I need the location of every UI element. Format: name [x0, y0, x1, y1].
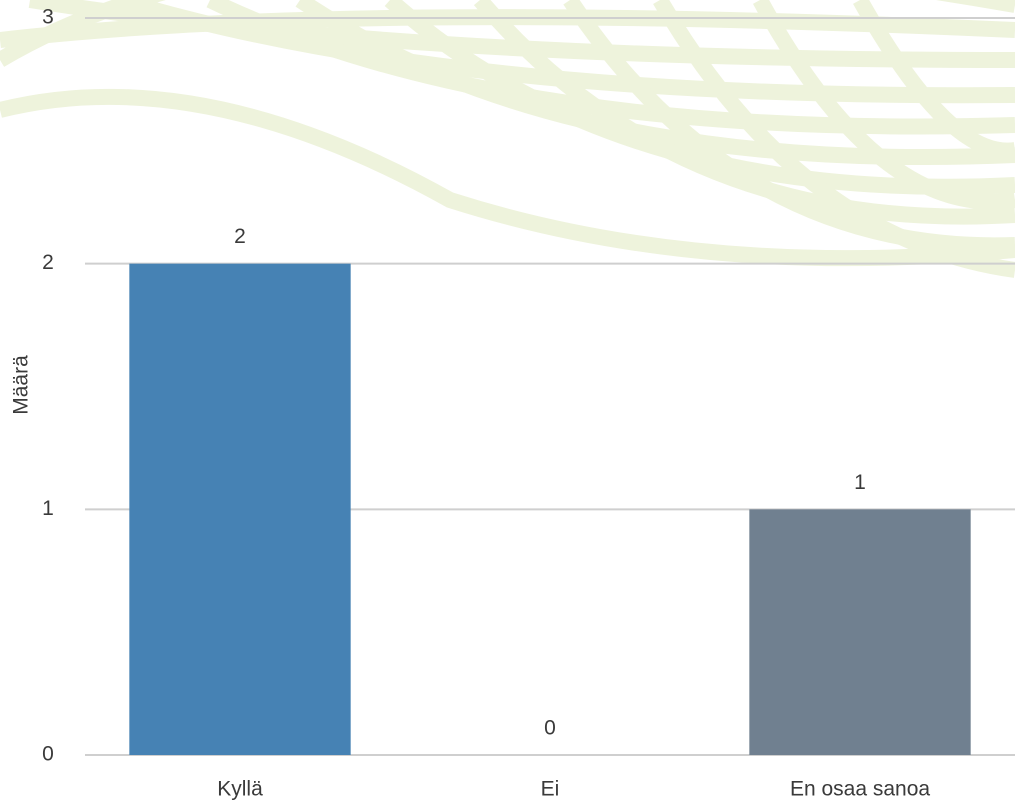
y-tick-label: 1	[42, 497, 54, 520]
value-label: 1	[854, 471, 866, 494]
bar	[129, 263, 351, 755]
y-tick-label: 3	[42, 6, 54, 29]
background-stripes	[0, 0, 1015, 278]
value-label: 0	[544, 717, 556, 740]
x-tick-label: En osaa sanoa	[790, 778, 930, 801]
y-tick-label: 2	[42, 251, 54, 274]
x-tick-label: Kyllä	[217, 778, 263, 801]
bar	[749, 509, 971, 755]
value-label: 2	[234, 225, 246, 248]
y-tick-label: 0	[42, 743, 54, 766]
x-tick-label: Ei	[541, 778, 560, 801]
y-axis-title: Määrä	[10, 355, 33, 415]
